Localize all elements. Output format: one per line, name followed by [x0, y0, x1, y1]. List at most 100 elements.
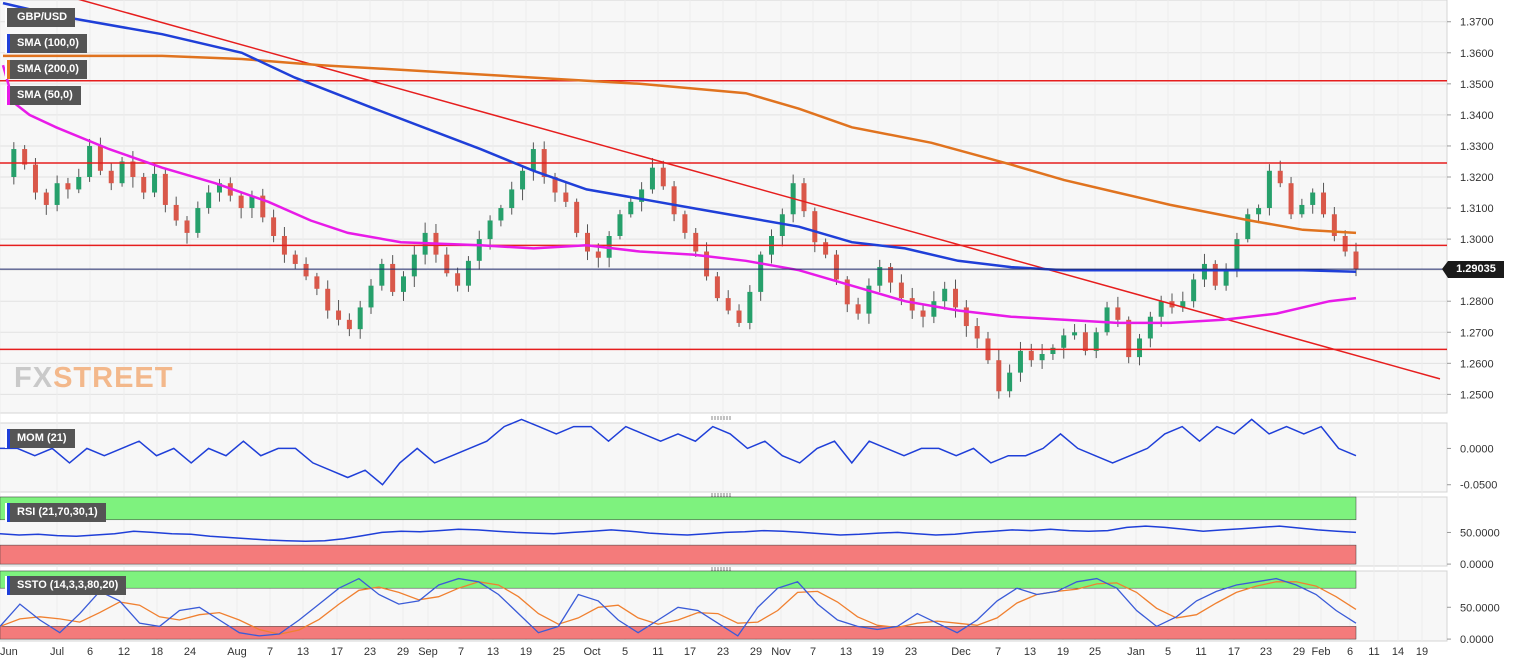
sma200-legend[interactable]: SMA (200,0) [5, 60, 87, 79]
candle-body [855, 304, 861, 314]
candle-body [1245, 214, 1251, 240]
time-tick-label: Jun [0, 646, 18, 658]
ssto-swatch [7, 576, 10, 595]
candle-body [1277, 170, 1283, 184]
price-tick-label: 1.2600 [1460, 358, 1494, 370]
time-tick-label: Oct [583, 646, 600, 658]
price-tick-label: 1.3100 [1460, 203, 1494, 215]
rsi-overbought-band [0, 496, 1357, 521]
candle-body [498, 208, 504, 221]
mom-line [0, 418, 1357, 486]
price-tick-label: 1.3300 [1460, 141, 1494, 153]
sma100-legend[interactable]: SMA (100,0) [5, 34, 87, 53]
time-tick-label: 13 [840, 646, 852, 658]
candle-body [509, 189, 515, 209]
trendline [78, 0, 1441, 380]
candle-body [1158, 301, 1164, 317]
symbol-legend[interactable]: GBP/USD [5, 8, 76, 27]
candle-body [671, 186, 677, 215]
ssto-oversold-band [0, 626, 1357, 640]
candle-body [963, 307, 969, 327]
candle-body [314, 276, 320, 289]
candle-body [336, 310, 342, 320]
time-tick-label: Jan [1127, 646, 1145, 658]
time-tick-label: 6 [1347, 646, 1353, 658]
price-tick-label: 1.2800 [1460, 296, 1494, 308]
candle-body [1028, 350, 1034, 361]
mom-label: MOM (21) [17, 432, 67, 444]
sma50-line [1, 64, 1357, 325]
rsi-oversold-band [0, 544, 1357, 565]
candle-body [628, 201, 634, 215]
time-tick-label: 13 [297, 646, 309, 658]
candle-body [390, 263, 396, 292]
rsi-legend[interactable]: RSI (21,70,30,1) [5, 503, 106, 522]
candle-body [866, 285, 872, 314]
candle-body [1082, 332, 1088, 351]
time-tick-label: 12 [118, 646, 130, 658]
candle-body [476, 239, 482, 261]
time-tick-label: 25 [1089, 646, 1101, 658]
sma100-swatch [7, 34, 10, 53]
candle-body [888, 267, 894, 283]
candle-body [76, 177, 82, 190]
candle-body [455, 273, 461, 286]
price-tick-label: 1.2500 [1460, 389, 1494, 401]
time-tick-label: 5 [1165, 646, 1171, 658]
sma50-label: SMA (50,0) [17, 89, 73, 101]
candle-body [660, 167, 666, 187]
sma200-label: SMA (200,0) [17, 63, 79, 75]
time-tick-label: 5 [622, 646, 628, 658]
candle-body [1331, 214, 1337, 236]
ssto-d-line [0, 581, 1357, 635]
time-tick-label: 7 [267, 646, 273, 658]
time-tick-label: 19 [1416, 646, 1428, 658]
candle-body [931, 301, 937, 317]
candle-body [595, 251, 601, 258]
candle-body [1201, 263, 1207, 280]
candle-body [260, 195, 266, 218]
candle-body [823, 242, 829, 255]
ssto-legend[interactable]: SSTO (14,3,3,80,20) [5, 576, 127, 595]
candle-body [54, 183, 60, 205]
sma50-swatch [7, 86, 10, 105]
mom-legend[interactable]: MOM (21) [5, 429, 75, 448]
candle-body [465, 260, 471, 286]
candle-body [1353, 251, 1359, 270]
candle-body [400, 276, 406, 292]
candle-body [97, 145, 103, 171]
candle-body [584, 232, 590, 252]
candle-body [1234, 239, 1240, 271]
candle-body [346, 319, 352, 330]
candle-body [725, 298, 731, 311]
candle-body [1299, 204, 1305, 215]
mom-tick-label: -0.0500 [1460, 480, 1497, 492]
sma50-legend[interactable]: SMA (50,0) [5, 86, 81, 105]
candle-body [162, 173, 168, 205]
price-tick-label: 1.3700 [1460, 17, 1494, 29]
candle-body [974, 326, 980, 339]
time-tick-label: 14 [1392, 646, 1404, 658]
time-tick-label: 11 [652, 646, 663, 658]
price-tick-label: 1.3400 [1460, 110, 1494, 122]
candle-body [303, 263, 309, 277]
rsi-tick-label: 0.0000 [1460, 559, 1494, 571]
candle-body [877, 267, 883, 286]
candle-body [271, 217, 277, 236]
time-tick-label: 29 [750, 646, 762, 658]
candle-body [43, 192, 49, 205]
sma100-line [2, 1, 1357, 273]
candle-body [833, 254, 839, 280]
candle-body [1115, 307, 1121, 320]
candle-body [119, 161, 125, 184]
time-tick-label: 23 [1260, 646, 1272, 658]
logo-part-fx: FX [14, 362, 54, 394]
candle-body [32, 164, 38, 193]
candle-body [563, 192, 569, 202]
candle-body [1104, 307, 1110, 333]
candle-body [1017, 350, 1023, 373]
price-tick-label: 1.3500 [1460, 79, 1494, 91]
time-tick-label: 11 [1368, 646, 1379, 658]
rsi-swatch [7, 503, 10, 522]
